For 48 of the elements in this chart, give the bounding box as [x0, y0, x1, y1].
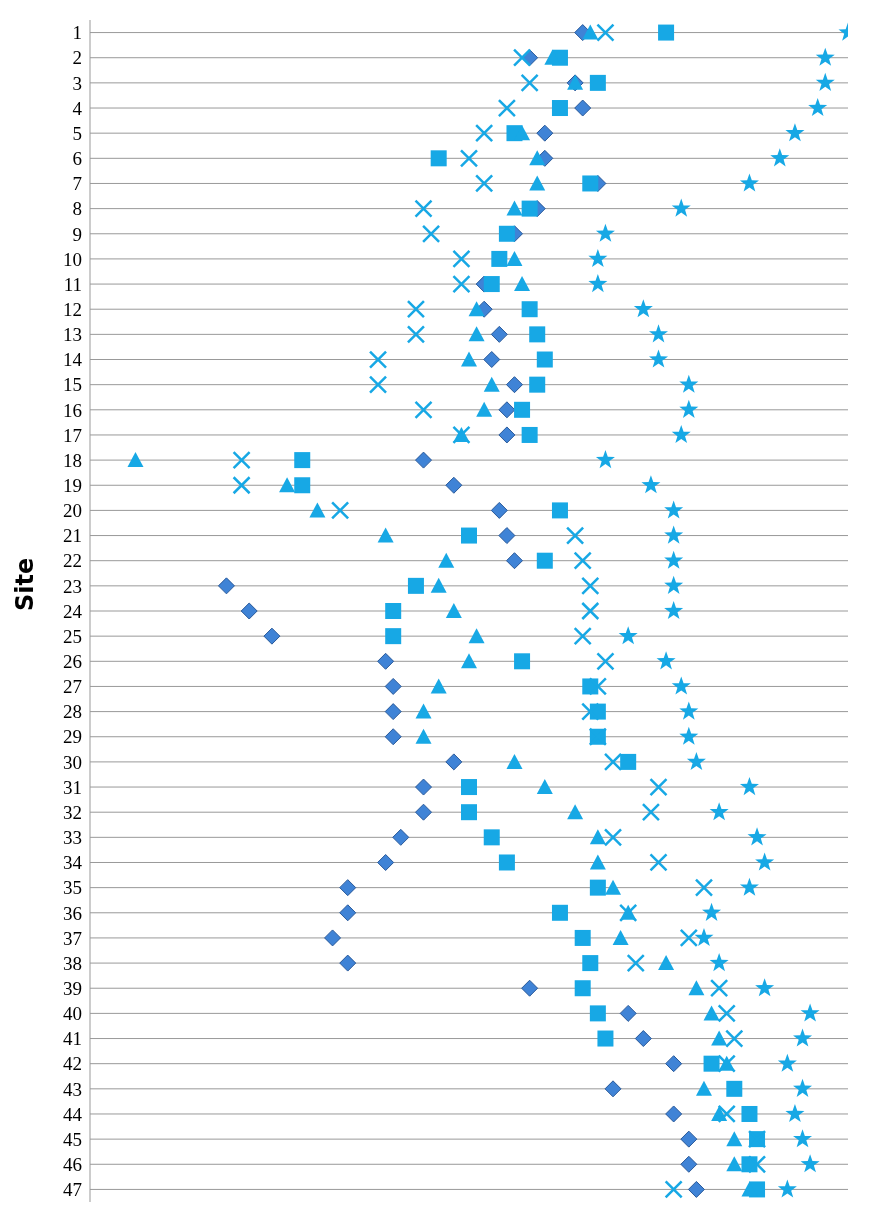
y-tick-label: 20 [63, 500, 82, 522]
y-tick-label: 36 [63, 902, 82, 924]
y-tick-label: 42 [63, 1053, 82, 1075]
y-tick-label: 1 [72, 22, 82, 44]
y-tick-label: 33 [63, 827, 82, 849]
y-tick-label: 41 [63, 1028, 82, 1050]
y-tick-label: 32 [63, 801, 82, 823]
y-tick-label: 23 [63, 575, 82, 597]
y-tick-label: 11 [63, 273, 82, 295]
y-tick-label: 47 [63, 1179, 82, 1201]
y-tick-label: 9 [72, 223, 82, 245]
y-tick-label: 35 [63, 877, 82, 899]
y-tick-label: 26 [63, 651, 82, 673]
y-tick-label: 16 [63, 399, 82, 421]
y-tick-label: 3 [72, 72, 82, 94]
y-tick-label: 19 [63, 475, 82, 496]
y-tick-label: 34 [63, 852, 83, 874]
y-tick-label: 10 [63, 248, 82, 270]
y-tick-label: 5 [72, 122, 82, 144]
y-tick-label: 40 [63, 1003, 82, 1025]
y-tick-label: 24 [63, 600, 83, 622]
y-tick-label: 38 [63, 952, 82, 974]
y-tick-label: 17 [63, 424, 82, 446]
y-tick-label: 14 [63, 349, 83, 371]
y-tick-label: 45 [63, 1128, 82, 1150]
y-tick-label: 12 [63, 298, 82, 320]
y-tick-label: 37 [63, 927, 82, 949]
y-tick-label: 44 [63, 1103, 83, 1125]
y-tick-label: 4 [72, 97, 83, 119]
y-tick-label: 30 [63, 751, 82, 773]
y-tick-label: 43 [63, 1078, 82, 1100]
y-tick-label: 27 [63, 676, 82, 698]
y-tick-label: 28 [63, 701, 82, 723]
y-tick-label: 39 [63, 977, 82, 999]
y-tick-label: 8 [72, 198, 82, 220]
y-tick-label: 6 [72, 148, 82, 170]
y-tick-label: 25 [63, 625, 82, 647]
y-tick-label: 31 [63, 776, 82, 798]
y-tick-label: 13 [63, 324, 82, 346]
y-tick-label: 7 [72, 173, 82, 195]
y-tick-label: 18 [63, 449, 82, 471]
y-tick-label: 2 [72, 47, 82, 69]
y-tick-label: 21 [63, 525, 82, 547]
y-tick-label: 15 [63, 374, 82, 396]
y-tick-label: 46 [63, 1154, 82, 1176]
y-axis-title: Site [10, 557, 39, 611]
y-tick-label: 29 [63, 726, 82, 748]
y-tick-label: 22 [63, 550, 82, 572]
